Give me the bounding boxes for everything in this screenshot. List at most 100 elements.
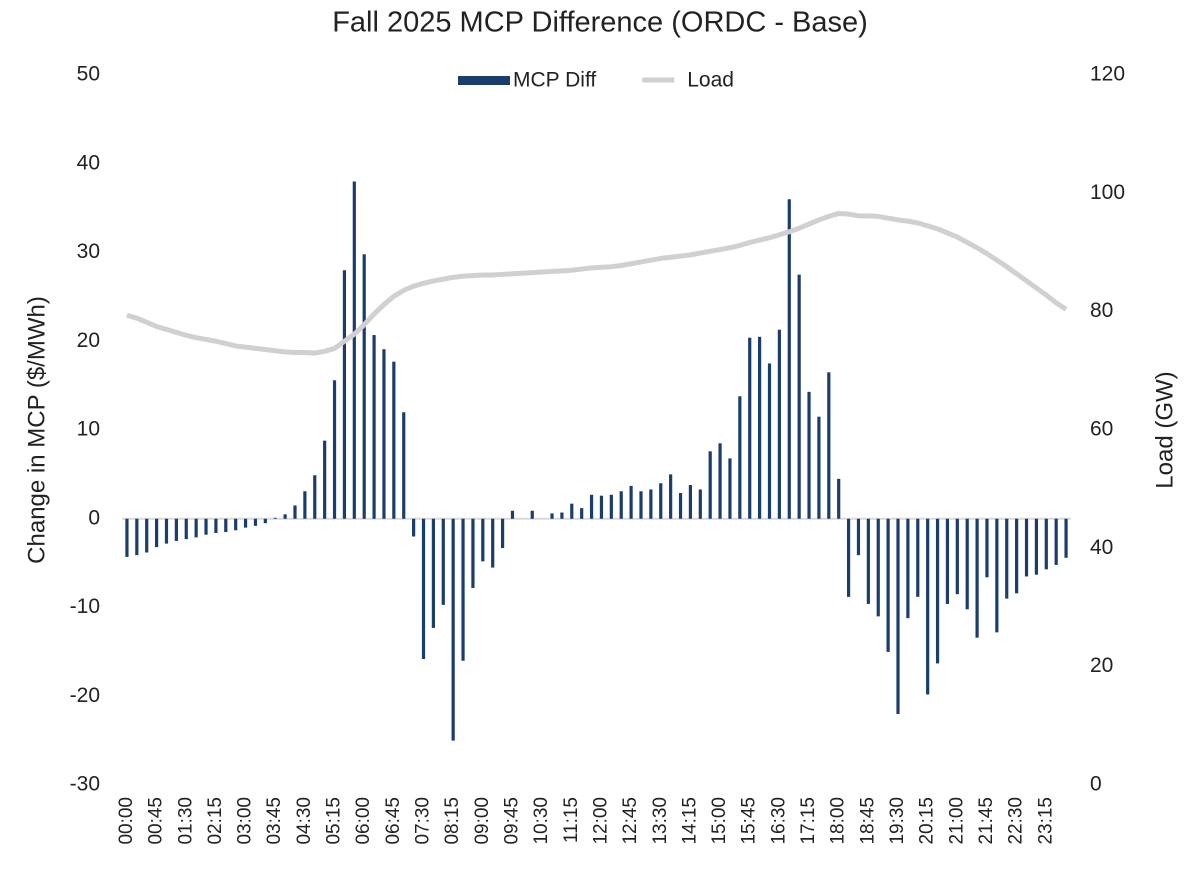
- bar: [777, 329, 781, 519]
- bar: [846, 518, 851, 597]
- x-tick-label: 06:45: [383, 797, 404, 845]
- bar: [362, 254, 366, 519]
- bar: [866, 518, 870, 604]
- y2-tick-label: 0: [1090, 773, 1102, 796]
- bar: [758, 336, 762, 519]
- bar: [461, 518, 465, 661]
- x-tick-label: 00:00: [116, 797, 137, 845]
- bar: [412, 518, 416, 537]
- y-tick-label: 20: [77, 329, 100, 352]
- bar: [896, 518, 900, 714]
- bar: [767, 363, 772, 519]
- x-tick-label: 12:00: [590, 797, 611, 845]
- bar: [313, 475, 317, 519]
- bar: [817, 416, 821, 519]
- bar: [629, 485, 633, 519]
- y-tick-label: -20: [70, 684, 100, 707]
- bar: [649, 489, 653, 519]
- bar: [352, 181, 356, 519]
- bar: [125, 518, 129, 557]
- bar: [372, 335, 376, 519]
- bar: [589, 494, 594, 519]
- bar: [807, 391, 811, 519]
- bar: [481, 518, 485, 562]
- bar: [916, 518, 920, 597]
- x-tick-label: 18:00: [828, 797, 849, 845]
- bar: [837, 478, 841, 519]
- bar: [392, 361, 396, 519]
- bar: [1064, 518, 1068, 558]
- bar: [293, 505, 297, 519]
- bar: [787, 199, 791, 519]
- bar: [204, 518, 208, 535]
- bar: [965, 518, 969, 610]
- bar: [748, 337, 752, 519]
- bar: [174, 518, 178, 541]
- bar: [609, 494, 613, 519]
- bar: [332, 380, 337, 519]
- x-tick-label: 21:45: [976, 797, 997, 845]
- bar: [560, 512, 564, 519]
- bar: [154, 518, 159, 548]
- x-tick-label: 09:45: [501, 797, 522, 845]
- bar: [886, 518, 890, 652]
- bar: [1005, 518, 1009, 599]
- x-tick-label: 19:30: [887, 797, 908, 845]
- bar: [471, 518, 475, 588]
- bar: [935, 518, 940, 664]
- x-tick-label: 03:45: [264, 797, 285, 845]
- x-tick-label: 05:15: [324, 797, 345, 845]
- bar: [1034, 518, 1039, 575]
- bar: [263, 518, 267, 524]
- bar: [955, 518, 959, 595]
- bar: [451, 518, 455, 741]
- bar: [995, 518, 999, 633]
- bar: [728, 458, 732, 519]
- legend-swatch: [458, 76, 510, 85]
- bar: [303, 491, 307, 519]
- y2-tick-label: 40: [1090, 536, 1113, 559]
- y-axis-title: Change in MCP ($/MWh): [23, 296, 50, 564]
- x-tick-label: 22:30: [1006, 797, 1027, 845]
- bar: [619, 491, 623, 519]
- y-tick-label: -30: [70, 773, 100, 796]
- bar: [876, 518, 880, 617]
- bar: [975, 518, 979, 638]
- bar: [698, 489, 702, 519]
- x-tick-label: 20:15: [917, 797, 938, 845]
- bar: [570, 503, 574, 519]
- bar: [421, 518, 426, 659]
- x-tick-label: 23:15: [1035, 797, 1056, 845]
- bar: [1054, 518, 1058, 565]
- bar: [926, 518, 930, 695]
- bar: [659, 483, 663, 519]
- legend-label: Load: [687, 69, 734, 92]
- bar: [135, 518, 139, 556]
- bar: [402, 412, 406, 519]
- bar: [214, 518, 218, 533]
- y-tick-label: 10: [77, 418, 100, 441]
- y2-tick-label: 60: [1090, 418, 1113, 441]
- legend-label: MCP Diff: [513, 69, 596, 92]
- bar: [441, 518, 445, 605]
- bar: [194, 518, 198, 538]
- bar: [500, 518, 505, 549]
- bar: [827, 372, 831, 519]
- bar: [184, 518, 188, 540]
- bar: [708, 451, 712, 519]
- bar: [599, 495, 604, 519]
- bar: [283, 514, 287, 519]
- x-tick-label: 16:30: [768, 797, 789, 845]
- bar: [639, 491, 643, 519]
- chart-title: Fall 2025 MCP Difference (ORDC - Base): [332, 7, 868, 39]
- bar: [580, 508, 584, 519]
- y2-tick-label: 80: [1090, 299, 1113, 322]
- bar: [530, 510, 534, 519]
- bar: [550, 513, 554, 519]
- bar: [510, 510, 515, 519]
- x-tick-label: 13:30: [650, 797, 671, 845]
- x-tick-label: 14:15: [679, 797, 700, 845]
- bar: [688, 485, 693, 519]
- y-tick-label: 40: [77, 151, 100, 174]
- x-tick-label: 17:15: [798, 797, 819, 845]
